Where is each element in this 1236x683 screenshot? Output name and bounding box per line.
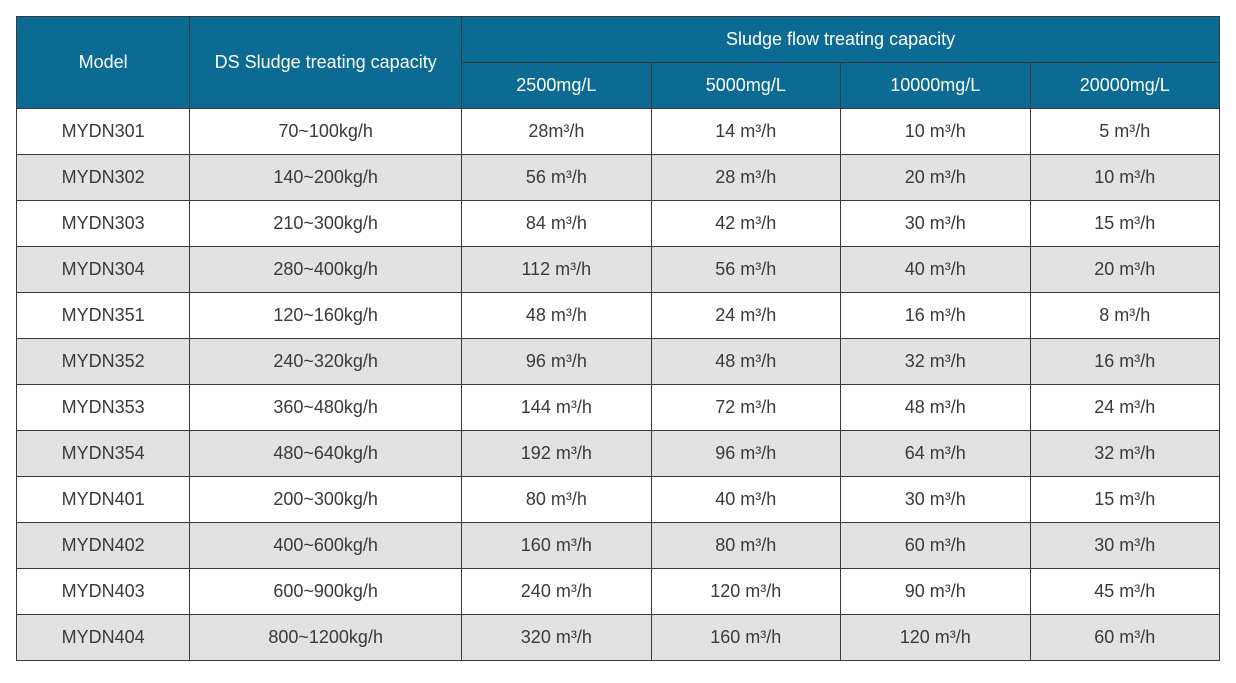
- header-flow-5000: 5000mg/L: [651, 63, 840, 109]
- cell-flow-20000: 8 m³/h: [1030, 293, 1220, 339]
- header-flow-group: Sludge flow treating capacity: [462, 17, 1220, 63]
- table-row: MYDN401200~300kg/h80 m³/h40 m³/h30 m³/h1…: [17, 477, 1220, 523]
- cell-ds: 600~900kg/h: [190, 569, 462, 615]
- cell-flow-10000: 32 m³/h: [841, 339, 1030, 385]
- table-row: MYDN30170~100kg/h28m³/h14 m³/h10 m³/h5 m…: [17, 109, 1220, 155]
- cell-flow-20000: 15 m³/h: [1030, 201, 1220, 247]
- cell-flow-2500: 320 m³/h: [462, 615, 651, 661]
- cell-flow-20000: 60 m³/h: [1030, 615, 1220, 661]
- cell-flow-5000: 28 m³/h: [651, 155, 840, 201]
- cell-model: MYDN354: [17, 431, 190, 477]
- cell-flow-20000: 32 m³/h: [1030, 431, 1220, 477]
- cell-flow-2500: 144 m³/h: [462, 385, 651, 431]
- table-row: MYDN351120~160kg/h48 m³/h24 m³/h16 m³/h8…: [17, 293, 1220, 339]
- cell-flow-10000: 48 m³/h: [841, 385, 1030, 431]
- cell-flow-5000: 14 m³/h: [651, 109, 840, 155]
- cell-ds: 360~480kg/h: [190, 385, 462, 431]
- cell-flow-2500: 28m³/h: [462, 109, 651, 155]
- cell-flow-20000: 20 m³/h: [1030, 247, 1220, 293]
- cell-model: MYDN301: [17, 109, 190, 155]
- cell-ds: 70~100kg/h: [190, 109, 462, 155]
- cell-ds: 280~400kg/h: [190, 247, 462, 293]
- table-row: MYDN303210~300kg/h84 m³/h42 m³/h30 m³/h1…: [17, 201, 1220, 247]
- cell-ds: 800~1200kg/h: [190, 615, 462, 661]
- cell-flow-10000: 16 m³/h: [841, 293, 1030, 339]
- table-row: MYDN302140~200kg/h56 m³/h28 m³/h20 m³/h1…: [17, 155, 1220, 201]
- cell-flow-20000: 16 m³/h: [1030, 339, 1220, 385]
- header-model: Model: [17, 17, 190, 109]
- cell-model: MYDN402: [17, 523, 190, 569]
- header-ds-capacity: DS Sludge treating capacity: [190, 17, 462, 109]
- cell-flow-2500: 48 m³/h: [462, 293, 651, 339]
- cell-flow-5000: 48 m³/h: [651, 339, 840, 385]
- cell-flow-2500: 160 m³/h: [462, 523, 651, 569]
- cell-model: MYDN401: [17, 477, 190, 523]
- cell-flow-5000: 80 m³/h: [651, 523, 840, 569]
- table-row: MYDN304280~400kg/h112 m³/h56 m³/h40 m³/h…: [17, 247, 1220, 293]
- cell-flow-10000: 120 m³/h: [841, 615, 1030, 661]
- cell-flow-2500: 56 m³/h: [462, 155, 651, 201]
- header-flow-20000: 20000mg/L: [1030, 63, 1220, 109]
- table-header-row-1: Model DS Sludge treating capacity Sludge…: [17, 17, 1220, 63]
- cell-model: MYDN403: [17, 569, 190, 615]
- cell-flow-5000: 120 m³/h: [651, 569, 840, 615]
- cell-flow-2500: 80 m³/h: [462, 477, 651, 523]
- cell-flow-20000: 24 m³/h: [1030, 385, 1220, 431]
- cell-flow-5000: 56 m³/h: [651, 247, 840, 293]
- table-row: MYDN352240~320kg/h96 m³/h48 m³/h32 m³/h1…: [17, 339, 1220, 385]
- cell-flow-5000: 72 m³/h: [651, 385, 840, 431]
- cell-ds: 480~640kg/h: [190, 431, 462, 477]
- table-body: MYDN30170~100kg/h28m³/h14 m³/h10 m³/h5 m…: [17, 109, 1220, 661]
- cell-flow-20000: 30 m³/h: [1030, 523, 1220, 569]
- cell-ds: 240~320kg/h: [190, 339, 462, 385]
- cell-ds: 140~200kg/h: [190, 155, 462, 201]
- cell-flow-10000: 40 m³/h: [841, 247, 1030, 293]
- cell-flow-5000: 24 m³/h: [651, 293, 840, 339]
- cell-flow-10000: 10 m³/h: [841, 109, 1030, 155]
- cell-flow-10000: 90 m³/h: [841, 569, 1030, 615]
- header-flow-2500: 2500mg/L: [462, 63, 651, 109]
- cell-flow-10000: 64 m³/h: [841, 431, 1030, 477]
- cell-model: MYDN303: [17, 201, 190, 247]
- sludge-capacity-table: Model DS Sludge treating capacity Sludge…: [16, 16, 1220, 661]
- table-header: Model DS Sludge treating capacity Sludge…: [17, 17, 1220, 109]
- cell-flow-10000: 30 m³/h: [841, 477, 1030, 523]
- cell-flow-20000: 45 m³/h: [1030, 569, 1220, 615]
- cell-flow-20000: 5 m³/h: [1030, 109, 1220, 155]
- header-flow-10000: 10000mg/L: [841, 63, 1030, 109]
- cell-flow-5000: 42 m³/h: [651, 201, 840, 247]
- cell-model: MYDN302: [17, 155, 190, 201]
- cell-model: MYDN404: [17, 615, 190, 661]
- cell-flow-2500: 240 m³/h: [462, 569, 651, 615]
- table-row: MYDN354480~640kg/h192 m³/h96 m³/h64 m³/h…: [17, 431, 1220, 477]
- cell-flow-5000: 160 m³/h: [651, 615, 840, 661]
- cell-flow-2500: 84 m³/h: [462, 201, 651, 247]
- cell-model: MYDN351: [17, 293, 190, 339]
- table-row: MYDN353360~480kg/h144 m³/h72 m³/h48 m³/h…: [17, 385, 1220, 431]
- table-row: MYDN403600~900kg/h240 m³/h120 m³/h90 m³/…: [17, 569, 1220, 615]
- cell-flow-10000: 30 m³/h: [841, 201, 1030, 247]
- table-row: MYDN402400~600kg/h160 m³/h80 m³/h60 m³/h…: [17, 523, 1220, 569]
- cell-flow-10000: 20 m³/h: [841, 155, 1030, 201]
- cell-ds: 210~300kg/h: [190, 201, 462, 247]
- cell-ds: 200~300kg/h: [190, 477, 462, 523]
- cell-flow-2500: 112 m³/h: [462, 247, 651, 293]
- cell-flow-2500: 192 m³/h: [462, 431, 651, 477]
- cell-model: MYDN304: [17, 247, 190, 293]
- cell-flow-5000: 96 m³/h: [651, 431, 840, 477]
- cell-flow-5000: 40 m³/h: [651, 477, 840, 523]
- table-row: MYDN404800~1200kg/h320 m³/h160 m³/h120 m…: [17, 615, 1220, 661]
- cell-model: MYDN353: [17, 385, 190, 431]
- cell-flow-20000: 15 m³/h: [1030, 477, 1220, 523]
- cell-ds: 120~160kg/h: [190, 293, 462, 339]
- cell-flow-20000: 10 m³/h: [1030, 155, 1220, 201]
- cell-ds: 400~600kg/h: [190, 523, 462, 569]
- cell-model: MYDN352: [17, 339, 190, 385]
- cell-flow-2500: 96 m³/h: [462, 339, 651, 385]
- cell-flow-10000: 60 m³/h: [841, 523, 1030, 569]
